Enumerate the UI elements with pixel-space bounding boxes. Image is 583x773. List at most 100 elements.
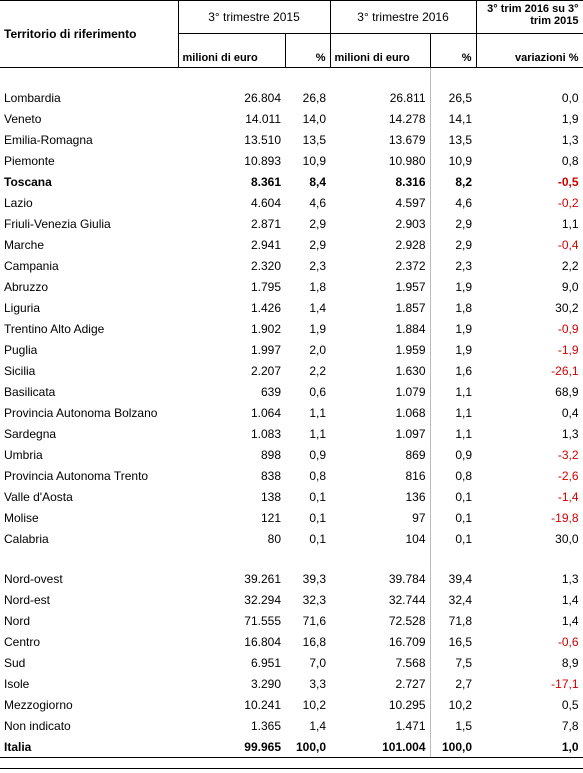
cell: 13,5 [448, 132, 473, 147]
cell: 0,4 [476, 402, 583, 423]
cell: 100,0 [430, 736, 477, 758]
cell: 1,9 [455, 342, 473, 357]
spacer-cell [476, 67, 583, 87]
header-sub: variazioni % [475, 33, 583, 68]
cell: 39,3 [302, 571, 327, 586]
cell: 0,8 [455, 468, 473, 483]
row-label: Sardegna [4, 426, 57, 441]
spacer-row [0, 67, 583, 88]
header-sub: milioni di euro [329, 33, 431, 68]
cell: 1.857 [330, 297, 431, 318]
cell: 8.361 [250, 174, 281, 189]
cell: 0,6 [309, 384, 327, 399]
cell: 2.207 [250, 363, 281, 378]
cell: 1.097 [330, 423, 431, 444]
cell: 1.426 [250, 300, 281, 315]
row-label: Trentino Alto Adige [4, 321, 105, 336]
table-row: Non indicato 1.365 1,4 1.471 1,5 7,8 [0, 715, 583, 736]
cell: -2,6 [476, 465, 583, 486]
cell: 1,9 [455, 279, 473, 294]
row-label: Non indicato [4, 718, 71, 733]
cell: 0,8 [476, 150, 583, 171]
cell: 1,4 [309, 300, 327, 315]
cell: 7,8 [476, 715, 583, 736]
cell: 1,1 [455, 405, 473, 420]
cell: 1.630 [330, 360, 431, 381]
cell: 32,3 [302, 592, 327, 607]
spacer-cell [476, 549, 583, 568]
cell: 0,1 [309, 531, 327, 546]
cell: 16,5 [448, 634, 473, 649]
header-period: 3° trimestre 2016 [329, 0, 477, 34]
row-label: Emilia-Romagna [4, 132, 93, 147]
table-row: Molise 121 0,1 97 0,1 -19,8 [0, 507, 583, 528]
spacer-cell [178, 549, 285, 568]
spacer-cell [330, 67, 431, 87]
cell: 30,2 [476, 297, 583, 318]
row-label: Provincia Autonoma Trento [4, 468, 149, 483]
spacer-row [0, 549, 583, 568]
spacer-cell [178, 68, 285, 88]
cell: 816 [330, 465, 431, 486]
row-label: Abruzzo [4, 279, 49, 294]
cell: 30,0 [476, 528, 583, 549]
table-row: Trentino Alto Adige 1.902 1,9 1.884 1,9 -0,9 [0, 318, 583, 339]
row-label: Sud [4, 655, 26, 670]
table-row: Abruzzo 1.795 1,8 1.957 1,9 9,0 [0, 276, 583, 297]
cell: 1,5 [455, 718, 473, 733]
cell: 4,6 [455, 195, 473, 210]
row-label: Puglia [4, 342, 38, 357]
row-label: Provincia Autonoma Bolzano [4, 405, 158, 420]
table-row: Campania 2.320 2,3 2.372 2,3 2,2 [0, 255, 583, 276]
cell: 1,6 [455, 363, 473, 378]
cell: 138 [260, 489, 281, 504]
table-row: Nord-ovest 39.261 39,3 39.784 39,4 1,3 [0, 568, 583, 589]
row-label: Centro [4, 634, 41, 649]
cell: 26,8 [302, 90, 327, 105]
cell: -1,4 [476, 486, 583, 507]
cell: 1,3 [476, 568, 583, 589]
cell: -0,4 [476, 234, 583, 255]
table-row: Lazio 4.604 4,6 4.597 4,6 -0,2 [0, 192, 583, 213]
cell: 1,0 [476, 736, 583, 758]
cell: 68,9 [476, 381, 583, 402]
table-row: Sardegna 1.083 1,1 1.097 1,1 1,3 [0, 423, 583, 444]
cell: 26,5 [448, 90, 473, 105]
row-label: Piemonte [4, 153, 55, 168]
row-label: Nord-est [4, 592, 51, 607]
table-row: Centro 16.804 16,8 16.709 16,5 -0,6 [0, 631, 583, 652]
cell: 1,1 [476, 213, 583, 234]
spacer-cell [285, 68, 330, 88]
cell: 898 [260, 447, 281, 462]
cell: 10,9 [302, 153, 327, 168]
cell: 2,2 [476, 255, 583, 276]
header-period: 3° trimestre 2015 [177, 0, 331, 34]
cell: 13.510 [244, 132, 281, 147]
cell: 1,8 [309, 279, 327, 294]
row-label: Marche [4, 237, 45, 252]
cell: 1,4 [476, 610, 583, 631]
cell: -26,1 [476, 360, 583, 381]
cell: 0,9 [309, 447, 327, 462]
table-row: Provincia Autonoma Bolzano 1.064 1,1 1.068 1… [0, 402, 583, 423]
cell: 10.893 [244, 153, 281, 168]
cell: 13,5 [302, 132, 327, 147]
row-label: Molise [4, 510, 39, 525]
cell: 1,4 [476, 589, 583, 610]
table-row: Calabria 80 0,1 104 0,1 30,0 [0, 528, 583, 549]
cell: 1.957 [330, 276, 431, 297]
row-label: Veneto [4, 111, 42, 126]
cell: 6.951 [250, 655, 281, 670]
row-label: Lombardia [4, 90, 61, 105]
cell: 0,5 [476, 694, 583, 715]
cell: 1,1 [455, 426, 473, 441]
cell: 7,0 [309, 655, 327, 670]
table-row: Puglia 1.997 2,0 1.959 1,9 -1,9 [0, 339, 583, 360]
table-row: Basilicata 639 0,6 1.079 1,1 68,9 [0, 381, 583, 402]
cell: 14.278 [330, 108, 431, 129]
cell: 2.320 [250, 258, 281, 273]
cell: 16.804 [244, 634, 281, 649]
row-label: Valle d'Aosta [4, 489, 73, 504]
